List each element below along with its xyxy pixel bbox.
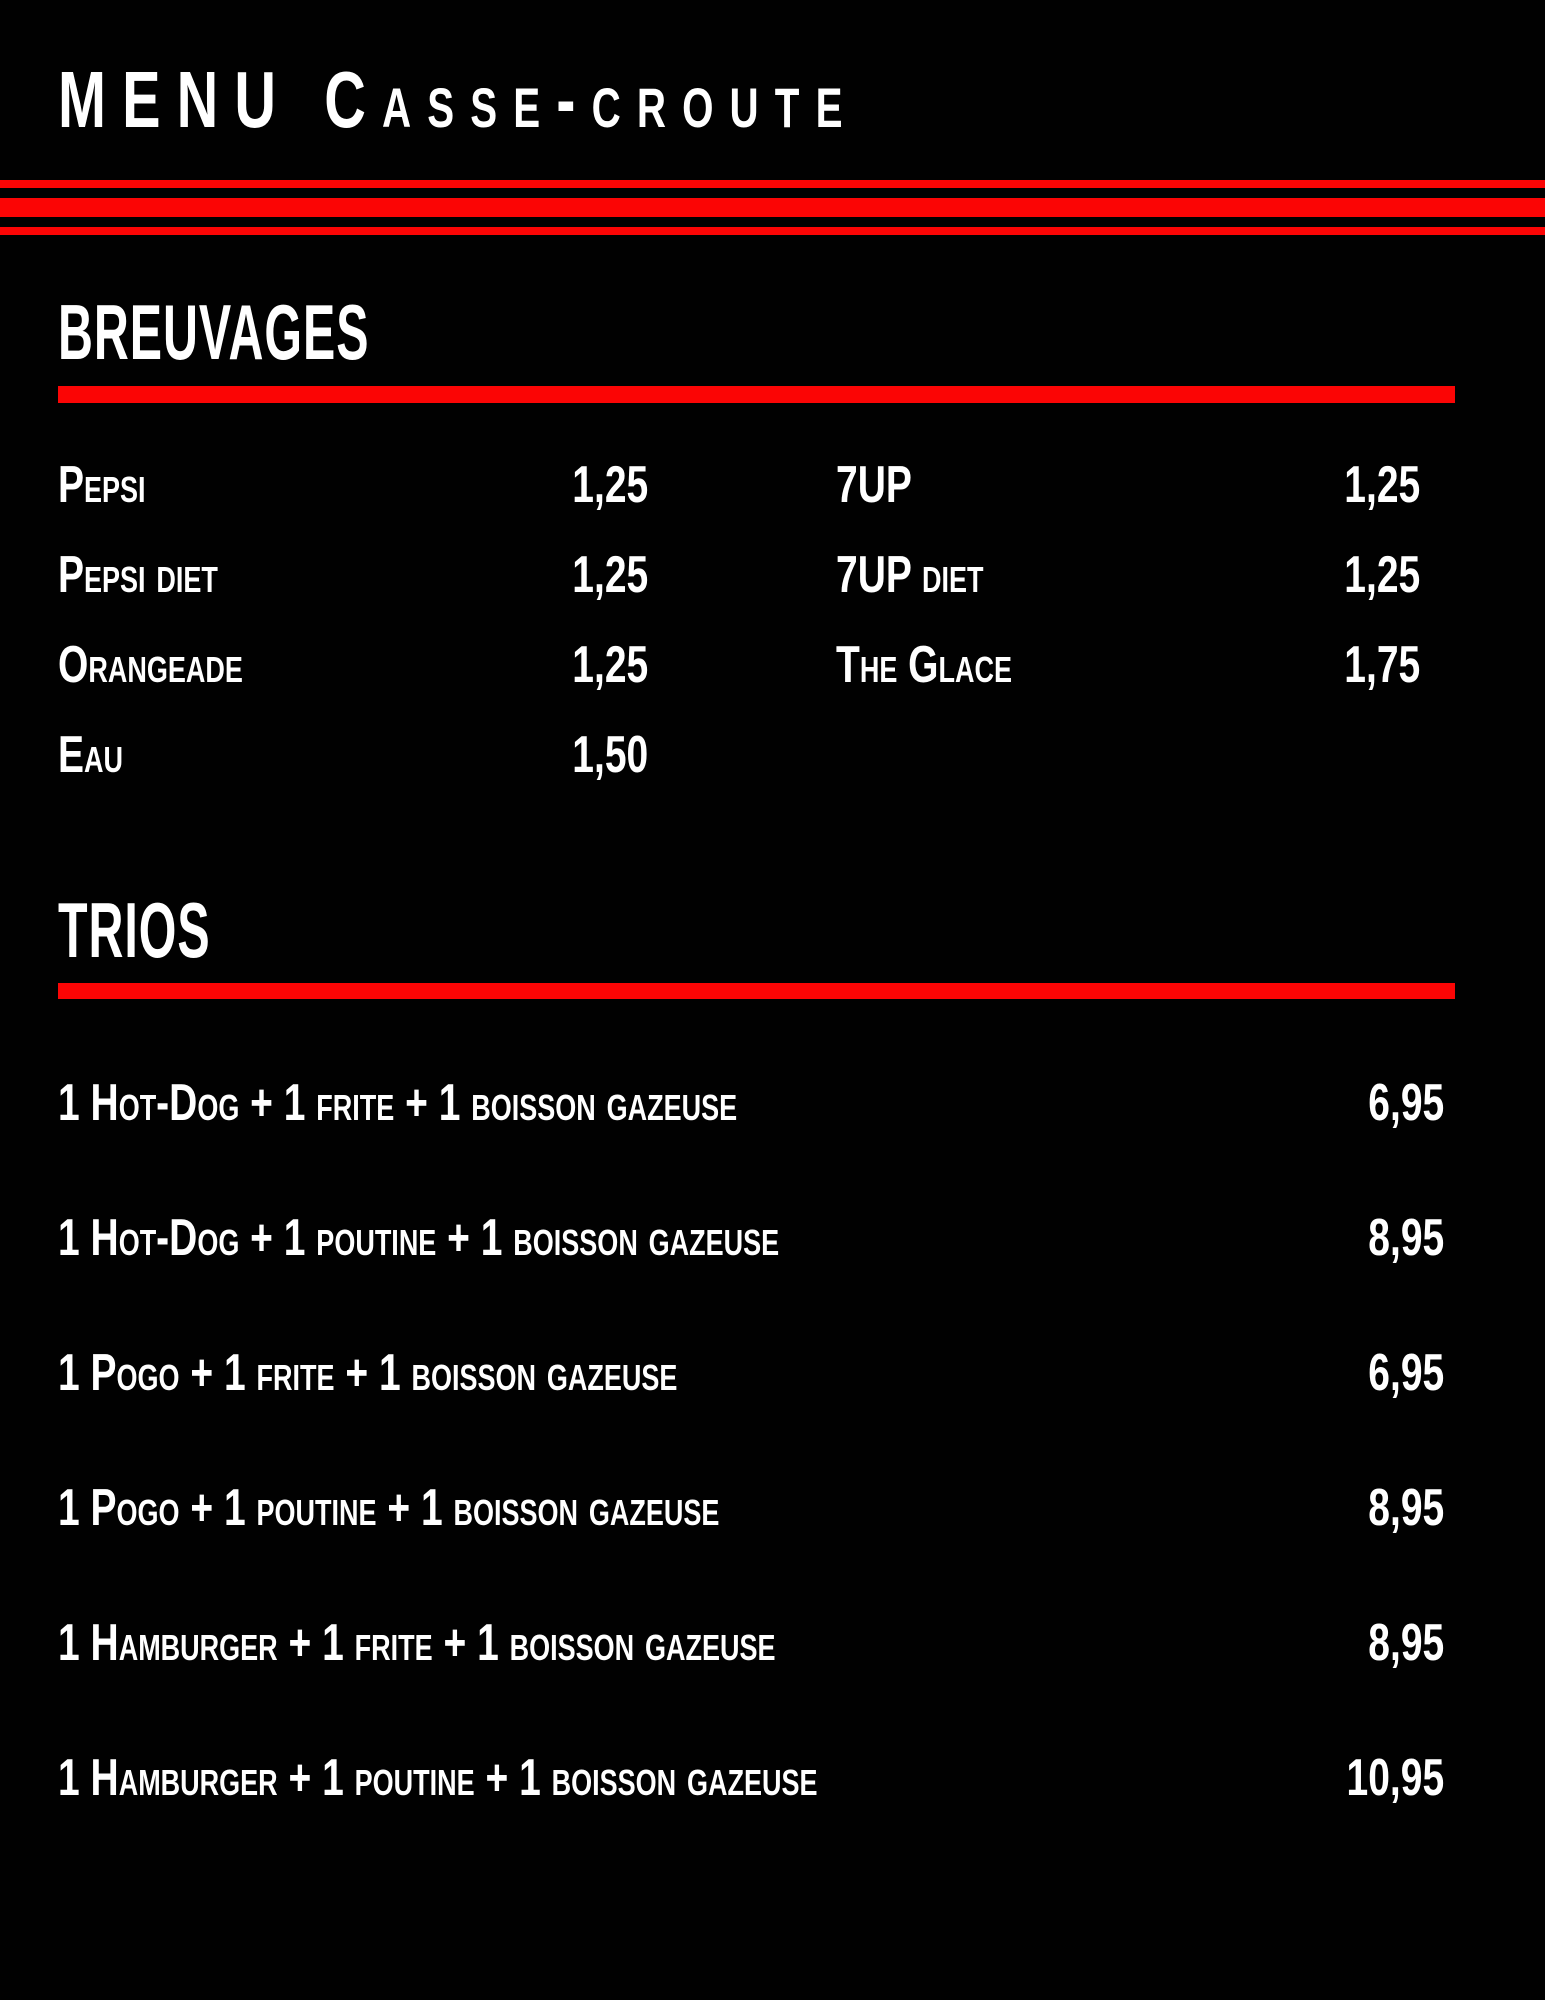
drinks-column-1: Pepsi 1,25 Pepsi diet 1,25 Orangeade 1,2… [58,458,648,818]
menu-item-7up-diet: 7UP diet 1,25 [836,548,1420,638]
menu-item-name: 1 Hot-Dog + 1 frite + 1 boisson gazeuse [58,1074,738,1132]
page-title: MENU Casse-croute [58,55,859,144]
menu-item-price: 8,95 [1368,1614,1444,1672]
trios-underline [58,983,1455,999]
menu-item-name: 1 Hot-Dog + 1 poutine + 1 boisson gazeus… [58,1209,780,1267]
menu-item-name: 1 Pogo + 1 poutine + 1 boisson gazeuse [58,1479,720,1537]
menu-item-name: Pepsi diet [58,546,218,604]
menu-item-price: 8,95 [1368,1209,1444,1267]
menu-item-name: 1 Hamburger + 1 poutine + 1 boisson gaze… [58,1749,818,1807]
menu-item-trio-hamburger-poutine: 1 Hamburger + 1 poutine + 1 boisson gaze… [58,1751,1444,1886]
menu-item-price: 1,25 [1344,546,1420,604]
menu-item-trio-hotdog-poutine: 1 Hot-Dog + 1 poutine + 1 boisson gazeus… [58,1211,1444,1346]
menu-item-pepsi: Pepsi 1,25 [58,458,648,548]
stripe-bottom [0,227,1545,235]
menu-item-name: Orangeade [58,636,243,694]
menu-item-price: 1,25 [572,546,648,604]
menu-item-name: 7UP diet [836,546,984,604]
menu-item-price: 6,95 [1368,1074,1444,1132]
menu-item-price: 1,25 [1344,456,1420,514]
stripe-top [0,180,1545,188]
divider-stripes [0,180,1545,235]
menu-item-name: The Glace [836,636,1013,694]
menu-item-7up: 7UP 1,25 [836,458,1420,548]
menu-item-price: 6,95 [1368,1344,1444,1402]
section-heading-trios: TRIOS [58,886,211,974]
section-heading-breuvages: BREUVAGES [58,288,370,376]
menu-item-trio-hamburger-frite: 1 Hamburger + 1 frite + 1 boisson gazeus… [58,1616,1444,1751]
menu-item-price: 10,95 [1346,1749,1444,1807]
menu-item-price: 1,50 [572,726,648,784]
menu-item-price: 1,75 [1344,636,1420,694]
menu-item-name: 1 Pogo + 1 frite + 1 boisson gazeuse [58,1344,678,1402]
menu-item-name: Pepsi [58,456,146,514]
menu-item-orangeade: Orangeade 1,25 [58,638,648,728]
menu-item-price: 1,25 [572,456,648,514]
breuvages-underline [58,386,1455,403]
menu-item-trio-pogo-frite: 1 Pogo + 1 frite + 1 boisson gazeuse 6,9… [58,1346,1444,1481]
menu-item-eau: Eau 1,50 [58,728,648,818]
menu-item-the-glace: The Glace 1,75 [836,638,1420,728]
menu-item-name: 7UP [836,456,912,514]
stripe-middle [0,198,1545,217]
menu-item-trio-pogo-poutine: 1 Pogo + 1 poutine + 1 boisson gazeuse 8… [58,1481,1444,1616]
trios-list: 1 Hot-Dog + 1 frite + 1 boisson gazeuse … [58,1076,1444,1886]
menu-item-price: 1,25 [572,636,648,694]
menu-item-name: 1 Hamburger + 1 frite + 1 boisson gazeus… [58,1614,776,1672]
menu-item-name: Eau [58,726,124,784]
menu-item-pepsi-diet: Pepsi diet 1,25 [58,548,648,638]
menu-item-trio-hotdog-frite: 1 Hot-Dog + 1 frite + 1 boisson gazeuse … [58,1076,1444,1211]
drinks-column-2: 7UP 1,25 7UP diet 1,25 The Glace 1,75 [836,458,1420,728]
menu-item-price: 8,95 [1368,1479,1444,1537]
